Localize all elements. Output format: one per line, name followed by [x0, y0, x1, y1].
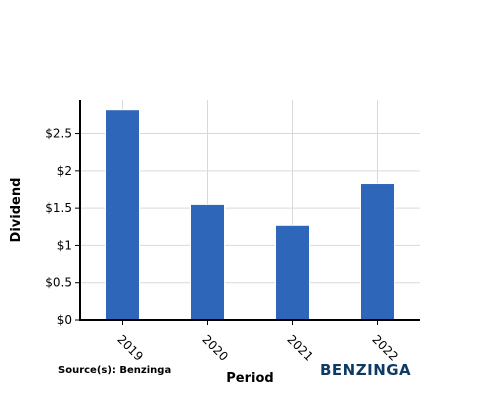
bar-2020	[190, 203, 225, 321]
bar-2019	[105, 109, 140, 321]
x-axis-title: Period	[226, 371, 273, 386]
bars-layer	[105, 109, 395, 321]
benzinga-logo: BENZINGA	[320, 361, 411, 379]
axes-layer	[79, 100, 420, 321]
y-tick-label: $0.5	[45, 276, 72, 290]
source-note: Source(s): Benzinga	[58, 365, 171, 376]
x-tick-label: 2022	[369, 332, 400, 363]
y-tick-label: $2	[57, 164, 72, 178]
y-tick-label: $2.5	[45, 127, 72, 141]
y-axis-title: Dividend	[9, 178, 24, 243]
bar-2021	[275, 224, 310, 321]
y-tick-label: $1	[57, 238, 72, 252]
x-tick-label: 2019	[114, 332, 145, 363]
y-tick-label: $1.5	[45, 201, 72, 215]
y-tick-label: $0	[57, 313, 72, 327]
x-tick-label: 2020	[199, 332, 230, 363]
bar-2022	[360, 183, 395, 321]
x-tick-label: 2021	[284, 332, 315, 363]
